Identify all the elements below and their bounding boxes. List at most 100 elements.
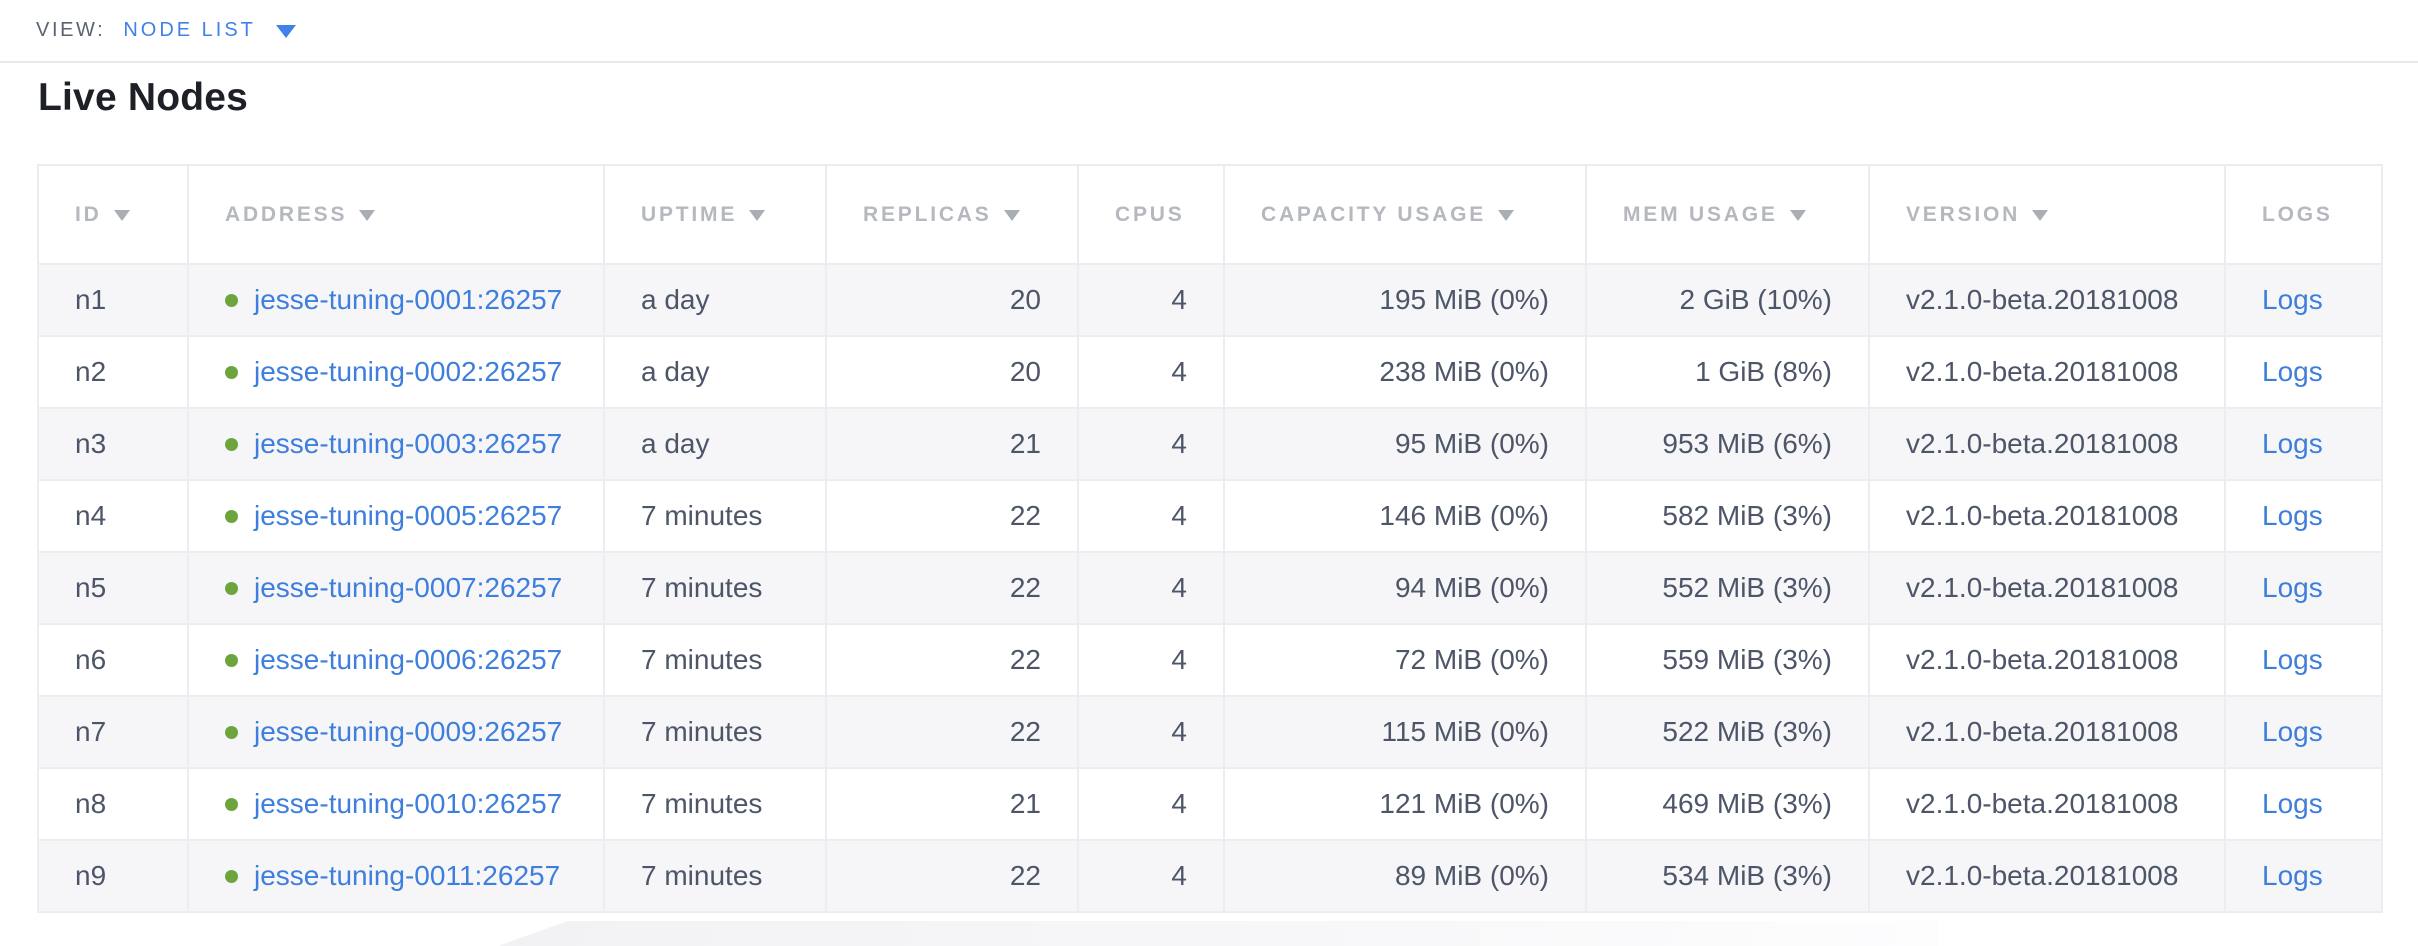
cell-mem_usage: 552 MiB (3%) (1585, 551, 1870, 625)
logs-link[interactable]: Logs (2262, 500, 2323, 531)
cell-replicas: 20 (825, 335, 1079, 409)
cell-uptime: 7 minutes (603, 695, 827, 769)
cell-version: v2.1.0-beta.20181008 (1868, 551, 2226, 625)
column-header-mem_usage[interactable]: MEM USAGE (1585, 164, 1870, 265)
column-header-id[interactable]: ID (37, 164, 189, 265)
node-address-link[interactable]: jesse-tuning-0006:26257 (254, 644, 563, 675)
chevron-down-icon (275, 25, 296, 38)
node-address-link[interactable]: jesse-tuning-0010:26257 (254, 788, 563, 819)
node-live-status-dot (225, 654, 238, 667)
cell-cpus: 4 (1077, 623, 1225, 697)
cell-uptime: a day (603, 263, 827, 337)
cell-version: v2.1.0-beta.20181008 (1868, 479, 2226, 553)
logs-link[interactable]: Logs (2262, 572, 2323, 603)
column-header-uptime[interactable]: UPTIME (603, 164, 827, 265)
node-address-link[interactable]: jesse-tuning-0002:26257 (254, 356, 563, 387)
logs-link[interactable]: Logs (2262, 644, 2323, 675)
cell-id: n4 (37, 479, 189, 553)
table-header: ID ADDRESS UPTIME REPLICAS CPUS CAPACITY USAG… (37, 164, 2383, 265)
table-row: n2 jesse-tuning-0002:26257 a day 20 4 238 MiB… (37, 335, 2383, 409)
cell-logs: Logs (2224, 767, 2383, 841)
cell-cpus: 4 (1077, 479, 1225, 553)
logs-link[interactable]: Logs (2262, 860, 2323, 891)
table-row: n8 jesse-tuning-0010:26257 7 minutes 21 4 121… (37, 767, 2383, 841)
cell-mem_usage: 582 MiB (3%) (1585, 479, 1870, 553)
table-row: n3 jesse-tuning-0003:26257 a day 21 4 95 MiB … (37, 407, 2383, 481)
cell-address: jesse-tuning-0010:26257 (187, 767, 605, 841)
cell-uptime: a day (603, 335, 827, 409)
view-selector-bar: VIEW: NODE LIST (0, 0, 2418, 63)
node-live-status-dot (225, 510, 238, 523)
view-dropdown[interactable]: NODE LIST (123, 19, 296, 42)
cell-replicas: 22 (825, 479, 1079, 553)
column-header-version[interactable]: VERSION (1868, 164, 2226, 265)
cell-id: n3 (37, 407, 189, 481)
cell-replicas: 22 (825, 695, 1079, 769)
table-header-row: ID ADDRESS UPTIME REPLICAS CPUS CAPACITY USAG… (37, 164, 2383, 265)
cell-logs: Logs (2224, 335, 2383, 409)
cell-logs: Logs (2224, 263, 2383, 337)
column-header-address[interactable]: ADDRESS (187, 164, 605, 265)
table-row: n9 jesse-tuning-0011:26257 7 minutes 22 4 89 … (37, 839, 2383, 913)
cell-replicas: 22 (825, 623, 1079, 697)
cell-mem_usage: 522 MiB (3%) (1585, 695, 1870, 769)
sort-desc-icon (749, 209, 766, 221)
node-live-status-dot (225, 294, 238, 307)
logs-link[interactable]: Logs (2262, 428, 2323, 459)
view-dropdown-value: NODE LIST (123, 19, 256, 41)
column-header-label: MEM USAGE (1623, 202, 1778, 226)
column-header-label: ID (75, 202, 102, 226)
cell-version: v2.1.0-beta.20181008 (1868, 695, 2226, 769)
column-header-capacity_usage[interactable]: CAPACITY USAGE (1223, 164, 1587, 265)
cell-logs: Logs (2224, 407, 2383, 481)
cell-uptime: 7 minutes (603, 839, 827, 913)
cell-capacity_usage: 115 MiB (0%) (1223, 695, 1587, 769)
node-address-link[interactable]: jesse-tuning-0003:26257 (254, 428, 563, 459)
node-address-link[interactable]: jesse-tuning-0009:26257 (254, 716, 563, 747)
cell-mem_usage: 534 MiB (3%) (1585, 839, 1870, 913)
cell-version: v2.1.0-beta.20181008 (1868, 623, 2226, 697)
cell-capacity_usage: 195 MiB (0%) (1223, 263, 1587, 337)
cell-address: jesse-tuning-0001:26257 (187, 263, 605, 337)
cell-uptime: 7 minutes (603, 767, 827, 841)
cell-mem_usage: 559 MiB (3%) (1585, 623, 1870, 697)
logs-link[interactable]: Logs (2262, 716, 2323, 747)
logs-link[interactable]: Logs (2262, 356, 2323, 387)
logs-link[interactable]: Logs (2262, 284, 2323, 315)
cell-uptime: 7 minutes (603, 551, 827, 625)
node-address-link[interactable]: jesse-tuning-0001:26257 (254, 284, 563, 315)
cell-mem_usage: 2 GiB (10%) (1585, 263, 1870, 337)
cell-uptime: 7 minutes (603, 479, 827, 553)
column-header-label: LOGS (2262, 202, 2333, 226)
node-address-link[interactable]: jesse-tuning-0011:26257 (254, 860, 561, 891)
cell-cpus: 4 (1077, 551, 1225, 625)
cell-cpus: 4 (1077, 767, 1225, 841)
bottom-peek-shadow (498, 921, 1938, 946)
column-header-logs: LOGS (2224, 164, 2383, 265)
table-row: n4 jesse-tuning-0005:26257 7 minutes 22 4 146… (37, 479, 2383, 553)
sort-desc-icon (1789, 209, 1806, 221)
cell-logs: Logs (2224, 839, 2383, 913)
table-row: n5 jesse-tuning-0007:26257 7 minutes 22 4 94 … (37, 551, 2383, 625)
cell-replicas: 21 (825, 407, 1079, 481)
node-live-status-dot (225, 366, 238, 379)
column-header-label: VERSION (1906, 202, 2021, 226)
node-address-link[interactable]: jesse-tuning-0007:26257 (254, 572, 563, 603)
cell-id: n2 (37, 335, 189, 409)
node-address-link[interactable]: jesse-tuning-0005:26257 (254, 500, 563, 531)
cell-address: jesse-tuning-0002:26257 (187, 335, 605, 409)
cell-replicas: 22 (825, 839, 1079, 913)
column-header-label: REPLICAS (863, 202, 992, 226)
sort-desc-icon (2032, 209, 2049, 221)
column-header-cpus: CPUS (1077, 164, 1225, 265)
logs-link[interactable]: Logs (2262, 788, 2323, 819)
cell-address: jesse-tuning-0006:26257 (187, 623, 605, 697)
cell-address: jesse-tuning-0007:26257 (187, 551, 605, 625)
column-header-replicas[interactable]: REPLICAS (825, 164, 1079, 265)
cell-logs: Logs (2224, 551, 2383, 625)
node-live-status-dot (225, 438, 238, 451)
cell-logs: Logs (2224, 623, 2383, 697)
table-row: n1 jesse-tuning-0001:26257 a day 20 4 195 MiB… (37, 263, 2383, 337)
sort-desc-icon (1498, 209, 1515, 221)
node-live-status-dot (225, 798, 238, 811)
